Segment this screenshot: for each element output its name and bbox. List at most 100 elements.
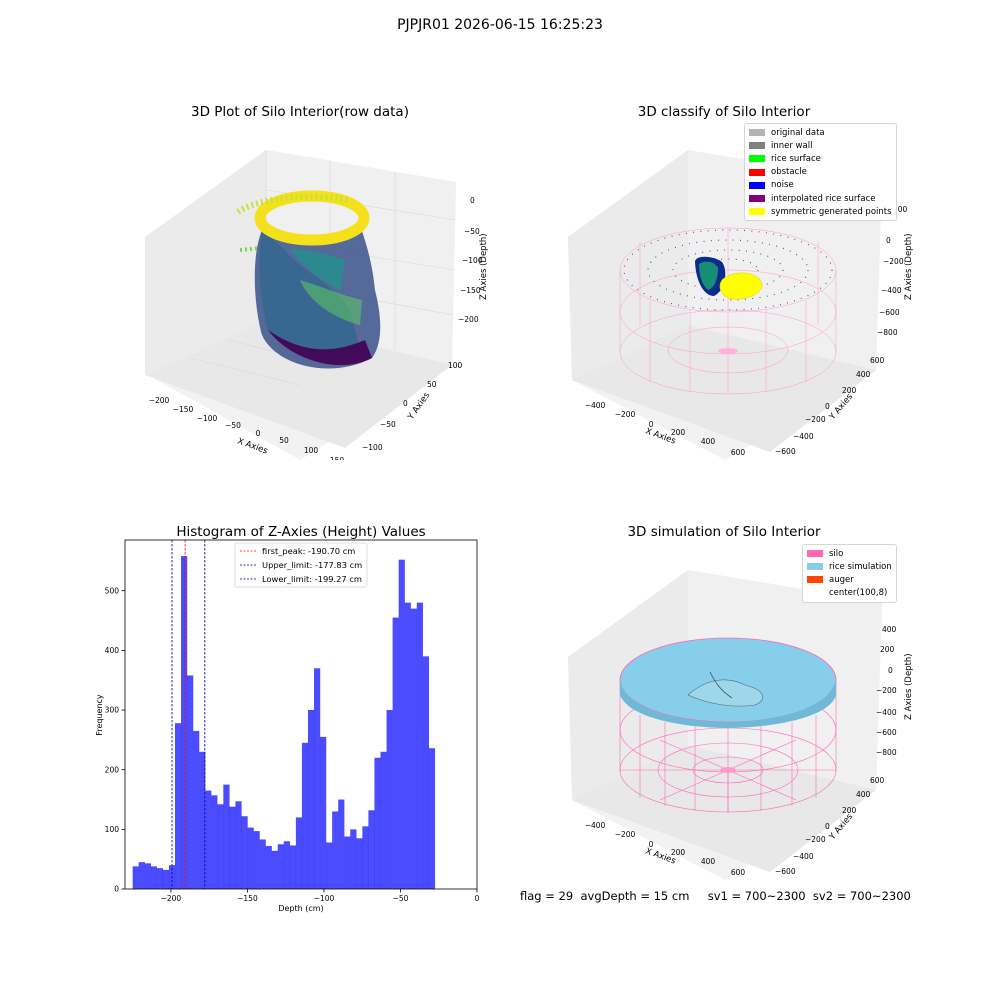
histogram-bar	[398, 559, 405, 889]
legend-label: original data	[771, 127, 825, 138]
histogram-bar	[344, 836, 351, 889]
histogram-bar	[307, 710, 315, 889]
legend-swatch	[807, 589, 823, 597]
legend-label: Lower_limit: -199.27 cm	[262, 574, 362, 584]
simulation-rice-edge	[620, 680, 836, 728]
legend-swatch	[749, 168, 765, 176]
classify-3d-plot: −400 −200 0 200 400 600 600 400 200 0 −2…	[568, 150, 914, 460]
classify-ztick: −200	[883, 257, 904, 266]
histogram-xtick-label: −50	[393, 894, 409, 903]
simulation-ytick: −400	[793, 852, 814, 861]
legend-swatch	[807, 576, 823, 584]
simulation-floor-pane	[572, 745, 876, 872]
raw-xtick: −200	[149, 396, 170, 405]
classify-symmetric-points	[719, 272, 763, 300]
simulation-xtick: −200	[615, 830, 636, 839]
histogram-bar	[235, 801, 242, 889]
histogram-bar	[217, 804, 224, 889]
classify-ytick: 600	[870, 356, 885, 365]
legend-label: obstacle	[771, 167, 807, 178]
histogram-bar	[181, 556, 188, 889]
histogram-bar	[289, 845, 297, 889]
simulation-ytick: 400	[856, 790, 871, 799]
histogram-ytick-label: 200	[105, 765, 120, 774]
simulation-ztick: 200	[880, 645, 895, 654]
histogram-bar	[162, 869, 170, 889]
histogram-bar	[156, 868, 164, 889]
histogram-bar	[229, 806, 236, 889]
raw-ztick: −150	[460, 286, 481, 295]
legend-label: interpolated rice surface	[771, 193, 876, 204]
raw-left-pane	[145, 150, 266, 375]
histogram-bar	[368, 810, 375, 889]
histogram-bar	[150, 866, 157, 889]
simulation-ytick: 600	[870, 776, 885, 785]
classify-xtick: −200	[615, 410, 636, 419]
legend-item: symmetric generated points	[749, 205, 892, 218]
histogram-bar	[211, 795, 218, 889]
raw-xtick: −50	[225, 421, 241, 430]
raw-ytick: 50	[427, 380, 437, 389]
histogram-ylabel: Frequency	[95, 694, 104, 736]
legend-item: interpolated rice surface	[749, 192, 892, 205]
legend-swatch	[749, 155, 765, 163]
simulation-ztick: 0	[888, 666, 893, 675]
simulation-xtick: 400	[701, 857, 716, 866]
legend-swatch	[749, 142, 765, 150]
simulation-ztick: −400	[876, 708, 897, 717]
legend-swatch	[749, 195, 765, 203]
simulation-center-marker	[720, 767, 736, 773]
legend-item: noise	[749, 179, 892, 192]
classify-ztick: 200	[893, 205, 908, 214]
classify-legend: original data inner wall rice surface ob…	[744, 123, 897, 222]
histogram-legend: first_peak: -190.70 cm Upper_limit: -177…	[234, 542, 368, 588]
legend-item: center(100,8)	[807, 587, 892, 600]
raw-xtick: 150	[330, 456, 345, 460]
legend-item: rice surface	[749, 152, 892, 165]
classify-silo-wireframe	[619, 227, 837, 395]
histogram-bar	[301, 742, 309, 889]
histogram-bar	[265, 846, 272, 889]
classify-xtick: 400	[701, 437, 716, 446]
raw-xtick: 100	[304, 446, 319, 455]
histogram-xtick-label: 0	[475, 894, 480, 903]
histogram-bar	[356, 838, 363, 889]
histogram-ytick-label: 300	[105, 706, 120, 715]
simulation-ytick: 200	[842, 806, 857, 815]
histogram-bar	[416, 602, 423, 889]
histogram-bar	[187, 675, 194, 889]
legend-label: first_peak: -190.70 cm	[262, 546, 355, 556]
raw-point-cloud	[236, 190, 381, 369]
histogram-bar	[320, 736, 327, 889]
raw-ytick: 0	[403, 399, 408, 408]
simulation-legend: silo rice simulation auger center(100,8)	[802, 544, 897, 603]
histogram-bar	[277, 844, 284, 889]
histogram-bar	[314, 668, 321, 889]
simulation-ytick: −600	[775, 867, 796, 876]
raw-xtick: −100	[197, 414, 218, 423]
histogram-chart: −200 −150 −100 −50 0 0 100 200 300 400 500 Depth (…	[95, 539, 480, 913]
legend-swatch	[749, 208, 765, 216]
classify-plot-title: 3D classify of Silo Interior	[637, 104, 811, 120]
legend-label: symmetric generated points	[771, 206, 892, 217]
classify-ytick: −600	[775, 447, 796, 456]
histogram-bar	[428, 748, 436, 889]
histogram-ytick-label: 100	[105, 825, 120, 834]
legend-item: silo	[807, 547, 892, 560]
legend-item: inner wall	[749, 139, 892, 152]
classify-ztick: −400	[881, 286, 902, 295]
legend-label: rice surface	[771, 153, 821, 164]
histogram-bar	[392, 617, 399, 889]
simulation-xtick: −400	[585, 821, 606, 830]
legend-item: rice simulation	[807, 560, 892, 573]
legend-swatch	[807, 563, 823, 571]
histogram-bar	[295, 817, 303, 889]
simulation-ztick: −800	[876, 748, 897, 757]
simulation-ztick: −200	[876, 686, 897, 695]
histogram-bar	[386, 710, 393, 889]
histogram-bar	[223, 784, 230, 889]
classify-zlabel: Z Axies (Depth)	[904, 233, 914, 300]
classify-xtick: 0	[649, 420, 654, 429]
histogram-bar	[205, 790, 212, 889]
raw-ztick: −50	[464, 227, 480, 236]
